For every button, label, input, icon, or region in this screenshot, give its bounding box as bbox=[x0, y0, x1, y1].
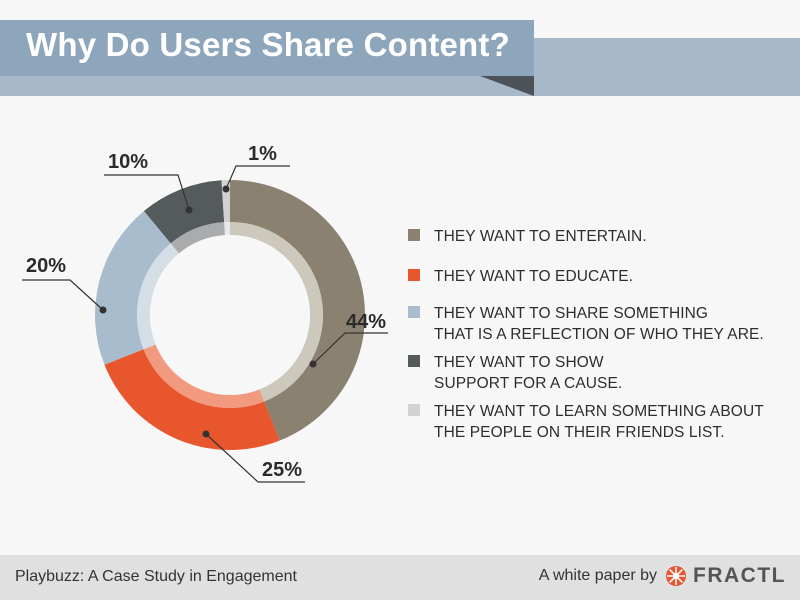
footer-credit: A white paper by FRACTL bbox=[539, 564, 786, 588]
legend-label-friends: THEY WANT TO LEARN SOMETHING ABOUT THE P… bbox=[434, 403, 764, 441]
legend-item-friends: THEY WANT TO LEARN SOMETHING ABOUT THE P… bbox=[408, 401, 764, 443]
callout-dot-reflection bbox=[99, 306, 107, 314]
legend-label-reflection: THEY WANT TO SHARE SOMETHING THAT IS A R… bbox=[434, 305, 764, 343]
title-banner: Why Do Users Share Content? bbox=[0, 20, 800, 96]
donut-inner-ring-friends bbox=[224, 222, 230, 236]
donut-chart: 44% 25% 20% 10% 1% bbox=[22, 143, 388, 483]
footer-brand: FRACTL bbox=[693, 564, 786, 587]
legend-swatch-reflection bbox=[408, 306, 420, 318]
banner-fold bbox=[480, 76, 534, 96]
data-label-reflection: 20% bbox=[26, 255, 66, 277]
callout-dot-cause bbox=[185, 206, 193, 214]
data-label-entertain: 44% bbox=[346, 311, 386, 333]
callout-line-educate bbox=[205, 433, 305, 483]
legend-swatch-educate bbox=[408, 269, 420, 281]
donut-slice-educate bbox=[104, 349, 280, 450]
callout-line-reflection bbox=[22, 279, 104, 311]
data-label-educate: 25% bbox=[262, 459, 302, 481]
footer-paper-by: A white paper by bbox=[538, 567, 658, 584]
callout-dot-educate bbox=[202, 430, 210, 438]
legend-item-educate: THEY WANT TO EDUCATE. bbox=[408, 266, 633, 287]
fractl-logo-icon bbox=[666, 566, 687, 586]
legend-swatch-entertain bbox=[408, 229, 420, 241]
legend-swatch-friends bbox=[408, 404, 420, 416]
legend-label-educate: THEY WANT TO EDUCATE. bbox=[434, 268, 634, 285]
legend-label-entertain: THEY WANT TO ENTERTAIN. bbox=[434, 228, 647, 245]
donut-inner-ring-educate bbox=[143, 344, 265, 408]
legend-item-cause: THEY WANT TO SHOW SUPPORT FOR A CAUSE. bbox=[408, 352, 622, 394]
legend-item-reflection: THEY WANT TO SHARE SOMETHING THAT IS A R… bbox=[408, 303, 764, 345]
donut-slice-entertain bbox=[230, 180, 365, 441]
data-label-cause: 10% bbox=[108, 151, 148, 173]
callout-dot-friends bbox=[222, 185, 230, 193]
donut-inner-ring-entertain bbox=[230, 222, 323, 402]
callout-dot-entertain bbox=[309, 360, 317, 368]
page-title: Why Do Users Share Content? bbox=[26, 26, 510, 63]
footer-source: Playbuzz: A Case Study in Engagement bbox=[15, 568, 297, 585]
title-box: Why Do Users Share Content? bbox=[0, 20, 534, 76]
donut-inner-ring-cause bbox=[170, 222, 225, 254]
legend-label-cause: THEY WANT TO SHOW SUPPORT FOR A CAUSE. bbox=[434, 354, 623, 392]
legend-item-entertain: THEY WANT TO ENTERTAIN. bbox=[408, 226, 647, 247]
donut-slice-cause bbox=[143, 180, 225, 244]
data-label-friends: 1% bbox=[248, 143, 277, 165]
donut-inner-ring-reflection bbox=[136, 243, 180, 350]
footer: Playbuzz: A Case Study in Engagement A w… bbox=[0, 555, 800, 600]
legend-swatch-cause bbox=[408, 355, 420, 367]
donut-slice-reflection bbox=[95, 210, 171, 365]
donut-hole bbox=[150, 235, 310, 395]
callout-line-cause bbox=[104, 174, 190, 211]
callout-line-friends bbox=[225, 165, 290, 190]
callout-line-entertain bbox=[312, 332, 388, 365]
